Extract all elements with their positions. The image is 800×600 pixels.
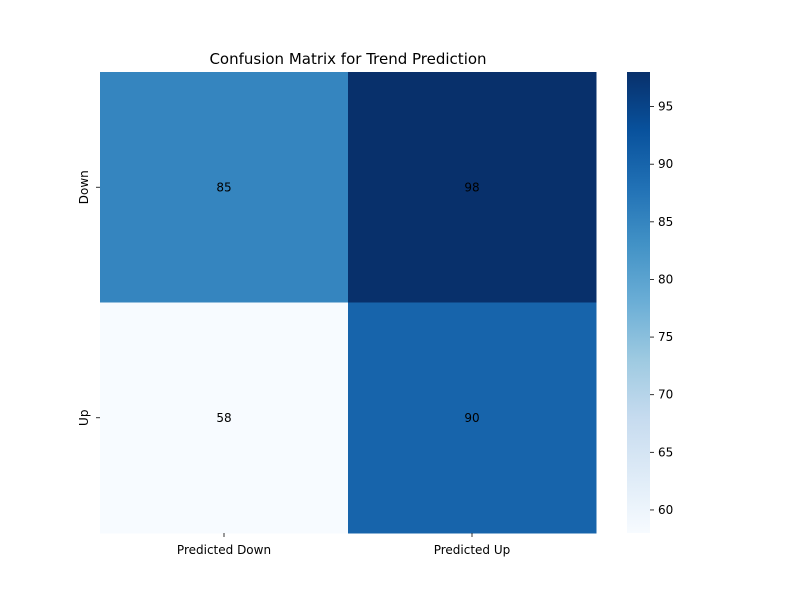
heatmap-cell [100, 302, 349, 534]
colorbar-tick-label: 85 [658, 215, 673, 229]
heatmap-cell [100, 72, 349, 303]
colorbar-tick-label: 65 [658, 445, 673, 459]
heatmap-cell [348, 302, 597, 534]
x-tick-label: Predicted Up [434, 543, 511, 557]
heatmap-cells: 85 98 58 90 [100, 72, 597, 534]
cell-value-label: 98 [464, 180, 479, 194]
cell-value-label: 85 [216, 180, 231, 194]
cell-value-label: 90 [464, 411, 479, 425]
colorbar: 60 65 70 75 80 85 90 95 [627, 72, 673, 533]
heatmap-cell [348, 72, 597, 303]
colorbar-tick-label: 75 [658, 330, 673, 344]
y-tick-label: Down [77, 170, 91, 204]
colorbar-tick-label: 95 [658, 100, 673, 114]
colorbar-tick-label: 90 [658, 157, 673, 171]
y-tick-label: Up [77, 410, 91, 426]
colorbar-gradient [627, 72, 650, 533]
colorbar-tick-label: 60 [658, 503, 673, 517]
colorbar-tick-label: 80 [658, 272, 673, 286]
y-axis-ticks: Down Up [77, 170, 100, 426]
x-axis-ticks: Predicted Down Predicted Up [177, 533, 510, 557]
x-tick-label: Predicted Down [177, 543, 271, 557]
cell-value-label: 58 [216, 411, 231, 425]
chart-title: Confusion Matrix for Trend Prediction [209, 50, 486, 68]
colorbar-tick-label: 70 [658, 388, 673, 402]
